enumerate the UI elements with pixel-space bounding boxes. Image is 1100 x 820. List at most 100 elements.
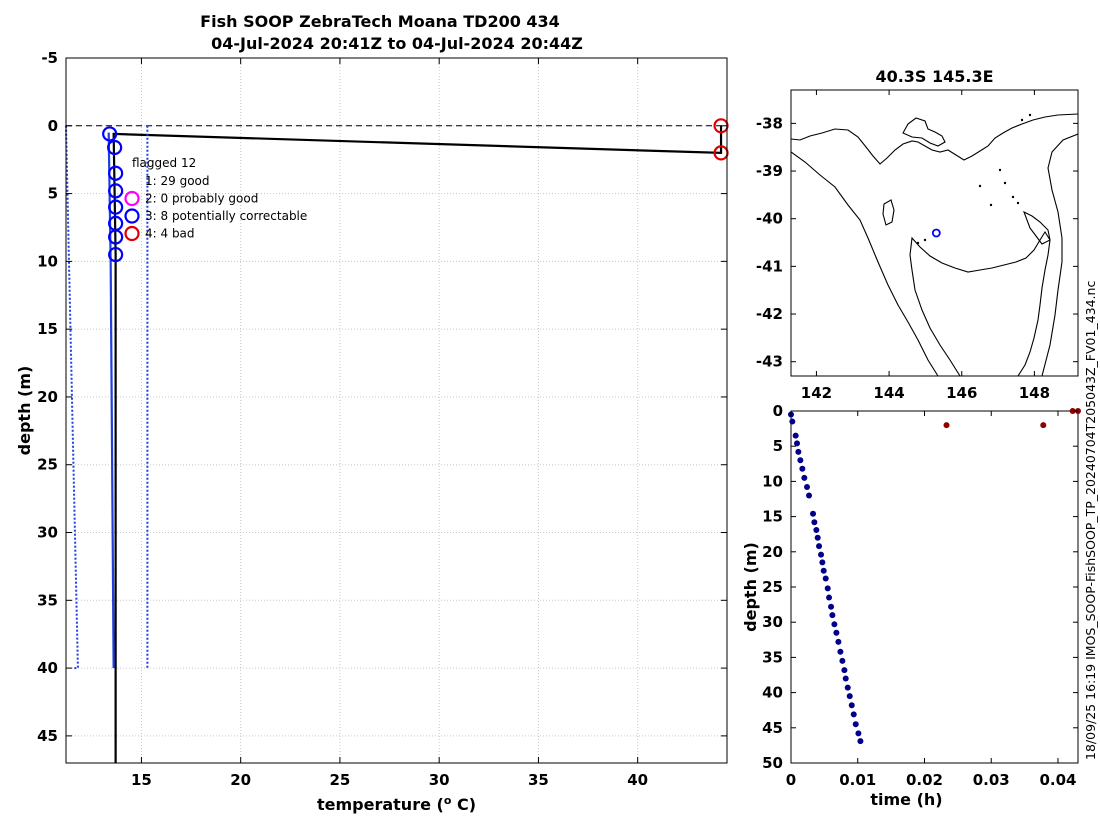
flag-marker-3 (107, 139, 123, 156)
y-tick-label: 45 (37, 727, 58, 745)
time-y-tick-label: 15 (762, 508, 783, 526)
file-info-label: 18/09/25 16:19 IMOS_SOOP-FishSOOP_TP_202… (1083, 281, 1098, 760)
legend-marker (124, 208, 140, 224)
figure-subtitle: 04-Jul-2024 20:41Z to 04-Jul-2024 20:44Z (211, 34, 583, 53)
x-tick-label: 20 (230, 771, 251, 789)
time-point-good (828, 603, 835, 610)
time-point-good (792, 432, 799, 439)
time-y-tick-label: 45 (762, 719, 783, 737)
x-tick-label: 15 (131, 771, 152, 789)
time-point-good (857, 738, 864, 745)
time-point-good (852, 721, 859, 728)
time-y-tick-label: 0 (773, 402, 783, 420)
coastline-tasmania (909, 230, 1051, 376)
time-point-good (819, 559, 826, 566)
y-tick-label: 30 (37, 524, 58, 542)
y-tick-label: 0 (48, 117, 58, 135)
time-y-tick-label: 5 (773, 437, 783, 455)
y-tick-label: 40 (37, 659, 58, 677)
time-point-good (797, 457, 804, 464)
legend-marker (124, 225, 140, 242)
time-y-tick-label: 20 (762, 543, 783, 561)
location-map-plot: 40.3S 145.3E 142 144 146 148 -38 -39 -40 -41 -42 -… (756, 67, 1079, 402)
islet (989, 203, 993, 207)
time-x-tick-label: 0 (786, 771, 796, 789)
time-y-tick-label: 30 (762, 613, 783, 631)
time-point-good (844, 684, 851, 691)
time-point-good (833, 629, 840, 636)
islet (998, 168, 1002, 172)
time-y-tick-label: 25 (762, 578, 783, 596)
islet (1020, 118, 1024, 122)
position-marker (931, 228, 941, 238)
time-x-tick-label: 0.03 (973, 771, 1010, 789)
shelf-contour-east (1041, 133, 1078, 376)
time-point-good (850, 711, 857, 718)
time-x-tick-label: 0.01 (839, 771, 876, 789)
islet (1028, 113, 1032, 117)
flag-marker-3 (108, 246, 124, 263)
map-x-tick-label: 146 (946, 384, 977, 402)
legend-entry: 2: 0 probably good (145, 192, 258, 206)
time-point-good (818, 551, 825, 558)
time-point-good (846, 693, 853, 700)
x-tick-label: 40 (627, 771, 648, 789)
time-point-bad (1069, 408, 1076, 414)
time-x-axis-label: time (h) (870, 790, 942, 809)
time-point-good (824, 585, 831, 592)
flag-marker-4 (713, 118, 729, 134)
time-point-good (835, 638, 842, 645)
figure-title: Fish SOOP ZebraTech Moana TD200 434 (200, 12, 560, 31)
legend-entry: 3: 8 potentially correctable (145, 209, 307, 223)
y-tick-label: 5 (48, 185, 58, 203)
flag-marker-3 (108, 229, 124, 245)
time-y-axis-label: depth (m) (741, 542, 760, 632)
y-tick-label: 20 (37, 388, 58, 406)
y-axis-label: depth (m) (15, 366, 34, 456)
time-y-tick-label: 10 (762, 472, 783, 490)
time-point-good (804, 484, 811, 491)
coastline-victoria (791, 113, 1078, 165)
time-point-good (795, 448, 802, 455)
map-x-tick-label: 144 (873, 384, 904, 402)
time-point-good (816, 543, 823, 550)
time-point-good (841, 667, 848, 674)
time-y-tick-label: 50 (762, 754, 783, 772)
time-point-good (811, 519, 818, 526)
islet (978, 184, 982, 188)
x-tick-label: 30 (429, 771, 450, 789)
map-y-tick-label: -41 (756, 257, 783, 275)
flag-marker-3 (102, 126, 118, 142)
map-features (791, 113, 1078, 376)
time-point-good (794, 440, 801, 447)
map-title: 40.3S 145.3E (875, 67, 993, 86)
time-point-good (813, 526, 820, 533)
time-point-good (842, 675, 849, 682)
time-point-good (814, 534, 821, 541)
map-frame (790, 89, 1079, 377)
map-y-tick-label: -39 (756, 162, 783, 180)
series-line-envelope-low (65, 125, 79, 670)
map-y-tick-label: -40 (756, 210, 783, 228)
y-tick-label: 25 (37, 456, 58, 474)
x-tick-label: 35 (528, 771, 549, 789)
islet (923, 238, 927, 242)
plot-frame (65, 57, 728, 764)
time-x-tick-label: 0.04 (1039, 771, 1076, 789)
time-y-tick-label: 40 (762, 684, 783, 702)
legend-entry: 4: 4 bad (145, 227, 195, 241)
islet (1011, 195, 1015, 199)
time-point-good (820, 567, 827, 574)
temperature-profile-plot: 15 20 25 30 35 40 -5 0 5 10 15 20 25 30 35 40 45 temperat… (15, 49, 729, 814)
time-point-good (848, 702, 855, 709)
time-point-good (810, 510, 817, 517)
islet (916, 241, 920, 245)
y-tick-label: -5 (41, 49, 58, 67)
map-y-tick-label: -38 (756, 114, 783, 132)
legend-marker (124, 190, 140, 207)
y-tick-label: 35 (37, 591, 58, 609)
map-y-tick-label: -42 (756, 305, 783, 323)
time-point-good (799, 465, 806, 472)
flag-marker-3 (108, 183, 124, 199)
